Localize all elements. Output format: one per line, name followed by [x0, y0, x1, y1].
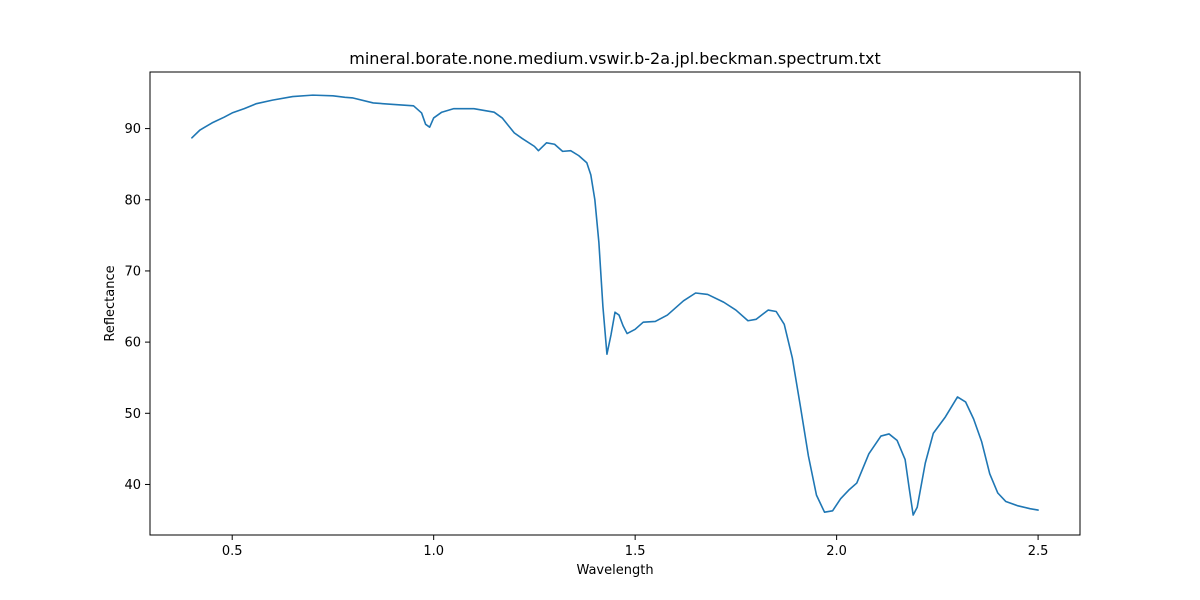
x-tick-label: 0.5 — [222, 544, 243, 559]
axes-frame — [149, 71, 1081, 536]
y-tick-label: 70 — [124, 264, 141, 279]
y-tick-label: 80 — [124, 193, 141, 208]
y-tick-label: 90 — [124, 122, 141, 137]
y-axis-ticks: 40 50 60 70 80 90 — [124, 122, 150, 493]
y-tick-label: 50 — [124, 407, 141, 422]
chart-title: mineral.borate.none.medium.vswir.b-2a.jp… — [349, 49, 880, 68]
x-tick-label: 1.0 — [423, 544, 444, 559]
series-line-0 — [191, 94, 1039, 516]
y-tick-label: 40 — [124, 478, 141, 493]
x-axis-label: Wavelength — [576, 563, 653, 578]
x-tick-label: 2.0 — [826, 544, 847, 559]
y-tick-label: 60 — [124, 336, 141, 351]
y-axis-label: Reflectance — [103, 265, 118, 341]
plot-area — [191, 94, 1039, 516]
x-tick-label: 2.5 — [1028, 544, 1049, 559]
x-tick-label: 1.5 — [625, 544, 646, 559]
x-axis-ticks: 0.5 1.0 1.5 2.0 2.5 — [222, 535, 1049, 559]
